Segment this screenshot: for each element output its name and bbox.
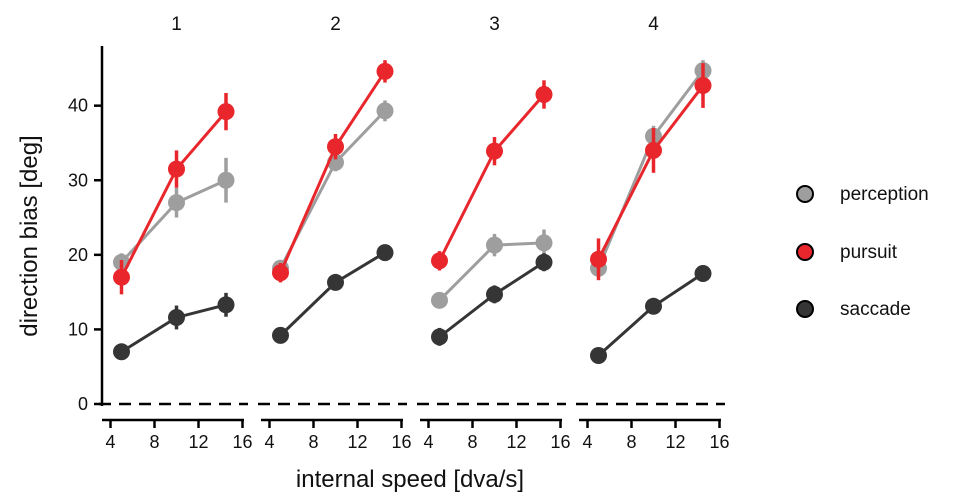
data-point-pursuit	[645, 141, 662, 159]
series-perception	[431, 229, 553, 309]
x-tick-label: 16	[391, 432, 411, 452]
data-point-perception	[168, 194, 185, 212]
panel-3: 3 4 8 12 16	[417, 14, 571, 452]
data-point-saccade	[486, 285, 503, 303]
data-point-saccade	[376, 244, 394, 262]
legend-item-pursuit: pursuit	[796, 242, 898, 263]
panel-2: 2 4 8 12 16	[258, 14, 412, 452]
data-point-saccade	[327, 273, 344, 291]
series-line-perception	[597, 69, 705, 269]
x-tick-label: 12	[506, 432, 526, 452]
legend-label-perception: perception	[840, 184, 929, 205]
panel-title: 2	[330, 14, 341, 35]
legend-label-pursuit: pursuit	[840, 242, 898, 263]
data-point-pursuit	[327, 138, 344, 156]
x-tick-label: 12	[665, 432, 685, 452]
x-tick-label: 8	[149, 432, 159, 452]
data-point-saccade	[113, 343, 130, 361]
x-tick-label: 8	[626, 432, 636, 452]
legend: perception pursuit saccade	[796, 184, 929, 320]
data-point-saccade	[217, 296, 235, 314]
series-saccade	[113, 292, 235, 361]
legend-marker-pursuit	[796, 243, 814, 261]
data-point-saccade	[272, 326, 289, 344]
legend-label-saccade: saccade	[840, 299, 911, 320]
x-tick-label: 4	[423, 432, 433, 452]
data-point-saccade	[431, 328, 448, 346]
y-axis-title: direction bias [deg]	[16, 135, 43, 336]
panel-4: 4 4 8 12 16	[576, 14, 730, 452]
series-perception	[590, 60, 712, 278]
legend-marker-saccade	[796, 300, 814, 318]
y-axis: 0 10 20 30 40	[68, 46, 104, 414]
series-pursuit	[590, 63, 712, 281]
series-saccade	[272, 244, 394, 344]
panel-1: 1 4 8 12 16	[99, 14, 253, 452]
panel-title: 4	[648, 14, 659, 35]
x-axis-title: internal speed [dva/s]	[296, 466, 524, 493]
series-saccade	[431, 253, 553, 346]
panels: 1 4 8 12 16 2 4 8 12 16 3 4 8 12 16 4 4 8 12 16	[99, 14, 730, 452]
data-point-perception	[486, 236, 503, 254]
series-line-pursuit	[438, 93, 546, 262]
series-line-saccade	[279, 251, 386, 337]
x-tick-label: 4	[264, 432, 274, 452]
data-point-pursuit	[168, 160, 185, 178]
legend-item-perception: perception	[796, 184, 929, 205]
data-point-perception	[217, 171, 235, 189]
data-point-pursuit	[590, 250, 607, 268]
y-tick-label: 10	[68, 319, 88, 339]
data-point-pursuit	[113, 268, 130, 286]
x-tick-label: 4	[105, 432, 115, 452]
data-point-saccade	[645, 297, 662, 315]
data-point-pursuit	[431, 252, 448, 270]
series-line-saccade	[597, 272, 704, 357]
data-point-saccade	[590, 347, 607, 365]
x-tick-label: 8	[467, 432, 477, 452]
data-point-perception	[431, 291, 448, 309]
x-tick-label: 16	[709, 432, 729, 452]
series-line-pursuit	[279, 70, 387, 274]
series-pursuit	[113, 92, 235, 295]
data-point-saccade	[694, 264, 712, 282]
x-tick-label: 16	[232, 432, 252, 452]
y-tick-label: 0	[78, 394, 88, 414]
panel-title: 1	[171, 14, 182, 35]
data-point-pursuit	[376, 62, 394, 80]
data-point-saccade	[168, 308, 185, 326]
legend-item-saccade: saccade	[796, 299, 911, 320]
series-line-pursuit	[120, 110, 228, 278]
x-tick-label: 12	[188, 432, 208, 452]
x-tick-label: 12	[347, 432, 367, 452]
x-tick-label: 16	[550, 432, 570, 452]
x-tick-label: 8	[308, 432, 318, 452]
legend-marker-perception	[796, 185, 814, 203]
series-line-perception	[120, 178, 227, 264]
series-pursuit	[431, 80, 553, 271]
series-saccade	[590, 264, 712, 365]
series-pursuit	[272, 60, 394, 283]
y-tick-label: 20	[68, 245, 88, 265]
data-point-pursuit	[694, 77, 712, 95]
y-tick-label: 40	[68, 96, 88, 116]
data-point-pursuit	[486, 142, 503, 160]
series-line-perception	[279, 109, 387, 269]
panel-title: 3	[489, 14, 500, 35]
y-tick-label: 30	[68, 170, 88, 190]
data-point-pursuit	[535, 85, 553, 103]
data-point-saccade	[535, 253, 553, 271]
data-point-pursuit	[217, 103, 235, 121]
x-tick-label: 4	[582, 432, 592, 452]
data-point-pursuit	[272, 264, 289, 282]
data-point-perception	[535, 234, 553, 252]
data-point-perception	[376, 102, 394, 120]
